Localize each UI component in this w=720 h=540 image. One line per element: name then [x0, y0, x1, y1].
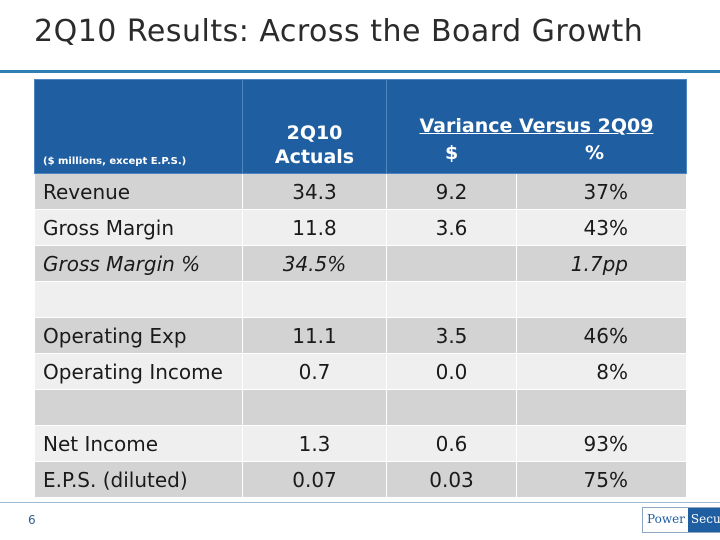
- actual-value: 34.5%: [242, 245, 387, 282]
- row-label: Gross Margin %: [34, 245, 243, 282]
- actual-value: 0.07: [242, 461, 387, 498]
- actual-value: [242, 281, 387, 318]
- row-label: [34, 389, 243, 426]
- actual-value: 0.7: [242, 353, 387, 390]
- page-number: 6: [28, 513, 36, 527]
- table-row: Operating Exp 11.1 3.5 46%: [34, 317, 687, 354]
- variance-percent-value: [516, 281, 687, 318]
- units-note: ($ millions, except E.P.S.): [34, 79, 243, 174]
- variance-percent-value: 8%: [516, 353, 687, 390]
- variance-dollar-value: 3.6: [386, 209, 517, 246]
- variance-percent-value: 37%: [516, 173, 687, 210]
- variance-dollar-value: 0.03: [386, 461, 517, 498]
- table-row: Gross Margin 11.8 3.6 43%: [34, 209, 687, 246]
- actual-value: 1.3: [242, 425, 387, 462]
- table-row: E.P.S. (diluted) 0.07 0.03 75%: [34, 461, 687, 498]
- results-table: ($ millions, except E.P.S.) 2Q10 Actuals…: [34, 79, 687, 498]
- table-row: Net Income 1.3 0.6 93%: [34, 425, 687, 462]
- row-label: [34, 281, 243, 318]
- company-logo: Power Secure: [642, 507, 720, 533]
- row-label: Revenue: [34, 173, 243, 210]
- logo-text-power: Power: [643, 508, 688, 532]
- variance-percent-value: [516, 389, 687, 426]
- variance-dollar-value: 3.5: [386, 317, 517, 354]
- actual-value: 11.1: [242, 317, 387, 354]
- actual-value: 11.8: [242, 209, 387, 246]
- row-label: Operating Exp: [34, 317, 243, 354]
- actuals-header: 2Q10 Actuals: [242, 79, 387, 174]
- variance-dollar-value: 9.2: [386, 173, 517, 210]
- actual-value: 34.3: [242, 173, 387, 210]
- variance-dollar-value: 0.0: [386, 353, 517, 390]
- table-row: Operating Income 0.7 0.0 8%: [34, 353, 687, 390]
- variance-percent-value: 75%: [516, 461, 687, 498]
- variance-dollar-value: [386, 281, 517, 318]
- footer-divider: [0, 502, 720, 503]
- row-label: E.P.S. (diluted): [34, 461, 243, 498]
- variance-dollar-value: 0.6: [386, 425, 517, 462]
- variance-percent-value: 1.7pp: [516, 245, 687, 282]
- variance-percent-value: 43%: [516, 209, 687, 246]
- row-label: Operating Income: [34, 353, 243, 390]
- variance-percent-value: 93%: [516, 425, 687, 462]
- title-divider: [0, 70, 720, 73]
- actuals-header-line2: Actuals: [274, 146, 355, 168]
- actual-value: [242, 389, 387, 426]
- logo-text-secure: Secure: [687, 508, 720, 532]
- variance-title: Variance Versus 2Q09: [419, 115, 654, 137]
- table-row: Gross Margin % 34.5% 1.7pp: [34, 245, 687, 282]
- variance-header: Variance Versus 2Q09 $ %: [386, 79, 687, 174]
- actuals-header-line1: 2Q10: [286, 122, 343, 144]
- table-header-row: ($ millions, except E.P.S.) 2Q10 Actuals…: [34, 79, 687, 174]
- variance-percent-header: %: [585, 142, 605, 164]
- table-row-spacer: [34, 389, 687, 426]
- row-label: Net Income: [34, 425, 243, 462]
- variance-dollar-value: [386, 245, 517, 282]
- table-row: Revenue 34.3 9.2 37%: [34, 173, 687, 210]
- variance-dollar-value: [386, 389, 517, 426]
- slide-title: 2Q10 Results: Across the Board Growth: [34, 14, 644, 49]
- table-row-spacer: [34, 281, 687, 318]
- variance-percent-value: 46%: [516, 317, 687, 354]
- row-label: Gross Margin: [34, 209, 243, 246]
- variance-dollar-header: $: [445, 142, 459, 164]
